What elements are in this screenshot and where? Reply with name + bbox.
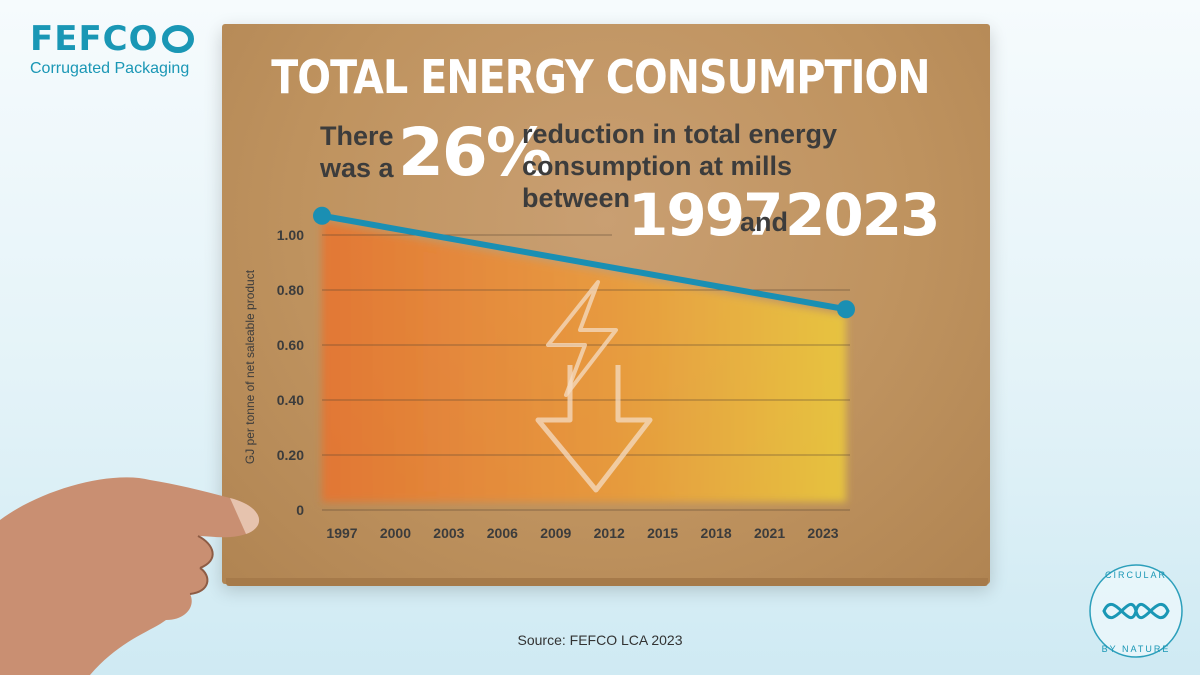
- y-tick-label: 1.00: [277, 227, 304, 243]
- logo-ring-icon: [161, 25, 194, 53]
- circular-by-nature-badge: CIRCULAR BY NATURE: [1089, 564, 1183, 658]
- fefco-logo: FEFCO Corrugated Packaging: [30, 22, 195, 78]
- logo-name: FEFCO: [30, 19, 159, 59]
- y-axis-label: GJ per tonne of net saleable product: [243, 269, 257, 465]
- x-tick-label: 2009: [540, 525, 571, 541]
- logo-tagline: Corrugated Packaging: [30, 60, 190, 77]
- headline-and: and: [740, 207, 789, 237]
- source-note: Source: FEFCO LCA 2023: [517, 632, 683, 648]
- headline-year-start: 1997: [628, 181, 783, 249]
- series-line: [319, 212, 849, 313]
- cardboard-edge: [226, 578, 988, 586]
- y-tick-label: 0.80: [277, 282, 304, 298]
- x-tick-label: 2018: [701, 525, 732, 541]
- chart-title: TOTAL ENERGY CONSUMPTION: [271, 50, 930, 104]
- badge-top-text: CIRCULAR: [1105, 570, 1167, 580]
- headline-year-end: 2023: [785, 181, 940, 249]
- area-fill: [322, 221, 846, 502]
- headline-text-2: consumption at mills: [522, 151, 793, 181]
- x-tick-label: 2012: [594, 525, 625, 541]
- y-tick-label: 0.40: [277, 392, 304, 408]
- headline-was-a: was a: [320, 153, 394, 183]
- x-tick-label: 2006: [487, 525, 518, 541]
- headline-text-3: between: [522, 183, 631, 213]
- logo-wordmark: FEFCO: [30, 22, 195, 56]
- x-tick-label: 1997: [326, 525, 357, 541]
- y-tick-label: 0: [296, 502, 304, 518]
- data-point: [837, 300, 855, 319]
- y-tick-label: 0.20: [277, 447, 304, 463]
- headline-percent: 26%: [398, 114, 552, 191]
- headline-there: There: [320, 121, 394, 151]
- x-tick-label: 2000: [380, 525, 411, 541]
- x-tick-label: 2015: [647, 525, 678, 541]
- y-tick-label: 0.60: [277, 337, 304, 353]
- x-tick-label: 2003: [433, 525, 464, 541]
- headline-text-1: reduction in total energy: [522, 119, 838, 149]
- x-tick-label: 2023: [807, 525, 838, 541]
- x-tick-label: 2021: [754, 525, 785, 541]
- lightning-down-arrow-icon: [535, 280, 653, 493]
- data-point: [313, 206, 331, 225]
- badge-bottom-text: BY NATURE: [1102, 644, 1171, 654]
- hand-image: [0, 477, 260, 675]
